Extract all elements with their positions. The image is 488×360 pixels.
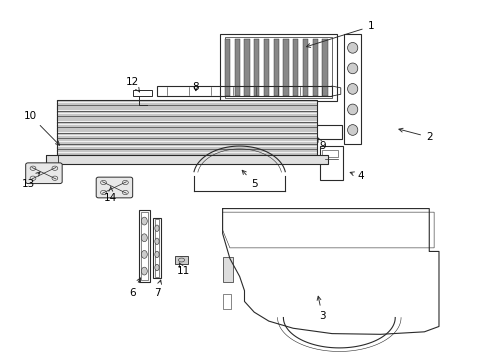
- Bar: [312, 39, 317, 96]
- Ellipse shape: [347, 63, 357, 74]
- Bar: [224, 37, 331, 98]
- Bar: [139, 210, 149, 282]
- Ellipse shape: [155, 225, 159, 231]
- Bar: [222, 257, 233, 282]
- Ellipse shape: [141, 217, 147, 225]
- Bar: [153, 217, 161, 278]
- Bar: [302, 39, 307, 96]
- Bar: [322, 150, 337, 157]
- Text: 9: 9: [317, 138, 325, 151]
- Text: 12: 12: [126, 77, 140, 92]
- Bar: [319, 146, 343, 180]
- Bar: [283, 39, 288, 96]
- Bar: [244, 39, 249, 96]
- Bar: [220, 33, 336, 102]
- Bar: [154, 219, 159, 277]
- Ellipse shape: [347, 125, 357, 135]
- Text: 8: 8: [192, 82, 199, 92]
- Bar: [132, 90, 152, 96]
- Bar: [224, 39, 230, 96]
- FancyBboxPatch shape: [96, 177, 132, 198]
- Ellipse shape: [141, 267, 147, 275]
- Text: 6: 6: [129, 278, 140, 297]
- Bar: [314, 125, 341, 139]
- Text: 2: 2: [398, 128, 432, 142]
- Text: 14: 14: [104, 187, 117, 203]
- Bar: [292, 39, 298, 96]
- Ellipse shape: [155, 264, 159, 271]
- Text: 3: 3: [316, 296, 325, 321]
- Bar: [273, 39, 278, 96]
- Bar: [141, 212, 147, 280]
- Ellipse shape: [347, 104, 357, 115]
- Bar: [234, 39, 240, 96]
- Bar: [344, 33, 361, 144]
- Text: 4: 4: [349, 171, 364, 181]
- Bar: [222, 294, 231, 309]
- Bar: [264, 39, 269, 96]
- Ellipse shape: [141, 234, 147, 242]
- Ellipse shape: [141, 251, 147, 258]
- Text: 13: 13: [21, 172, 40, 189]
- Bar: [46, 155, 327, 164]
- FancyBboxPatch shape: [26, 163, 62, 184]
- Ellipse shape: [155, 251, 159, 258]
- Text: 11: 11: [177, 263, 190, 276]
- Bar: [254, 39, 259, 96]
- Text: 10: 10: [24, 111, 60, 145]
- Bar: [46, 155, 58, 168]
- Text: 7: 7: [153, 280, 161, 297]
- Bar: [175, 256, 187, 264]
- Ellipse shape: [347, 84, 357, 94]
- Bar: [157, 86, 331, 96]
- Ellipse shape: [155, 238, 159, 244]
- Ellipse shape: [347, 42, 357, 53]
- Text: 1: 1: [306, 21, 373, 48]
- Text: 5: 5: [242, 170, 257, 189]
- Bar: [322, 39, 327, 96]
- Bar: [57, 100, 317, 155]
